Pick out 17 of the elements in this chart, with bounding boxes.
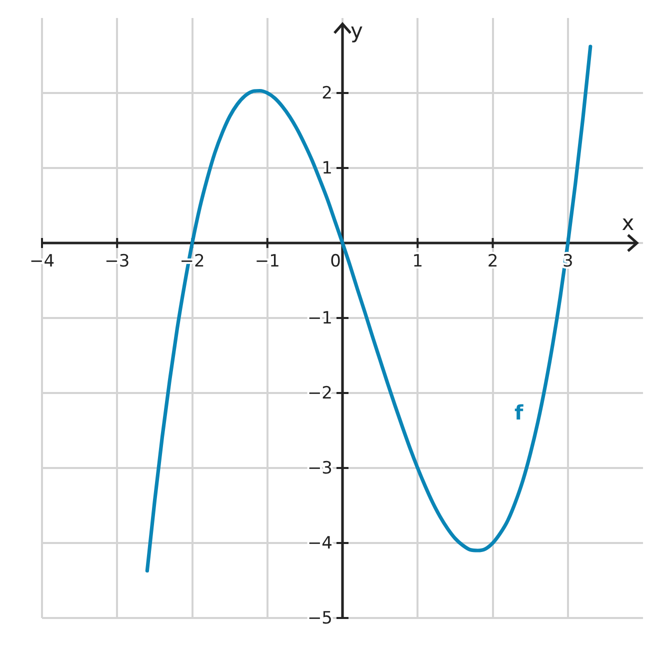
y-axis-title: y bbox=[350, 18, 363, 43]
x-tick-label: 2 bbox=[487, 251, 498, 272]
x-tick-label: 1 bbox=[412, 251, 424, 272]
y-tick-label: 2 bbox=[322, 83, 332, 104]
x-axis-title: x bbox=[622, 210, 634, 235]
x-tick-label: −4 bbox=[29, 251, 55, 272]
y-tick-label: −3 bbox=[307, 458, 332, 478]
y-tick-label: −1 bbox=[307, 308, 332, 328]
line-series bbox=[145, 44, 592, 573]
x-tick-label: 0 bbox=[330, 251, 341, 272]
y-tick-label: −5 bbox=[307, 608, 332, 628]
y-tick-label: −4 bbox=[307, 533, 332, 554]
y-tick-label: −2 bbox=[307, 383, 332, 404]
x-tick-label: −1 bbox=[254, 251, 280, 272]
y-tick-label: 1 bbox=[322, 158, 332, 178]
x-tick-label: −3 bbox=[104, 251, 130, 272]
series-label: f bbox=[514, 400, 524, 424]
